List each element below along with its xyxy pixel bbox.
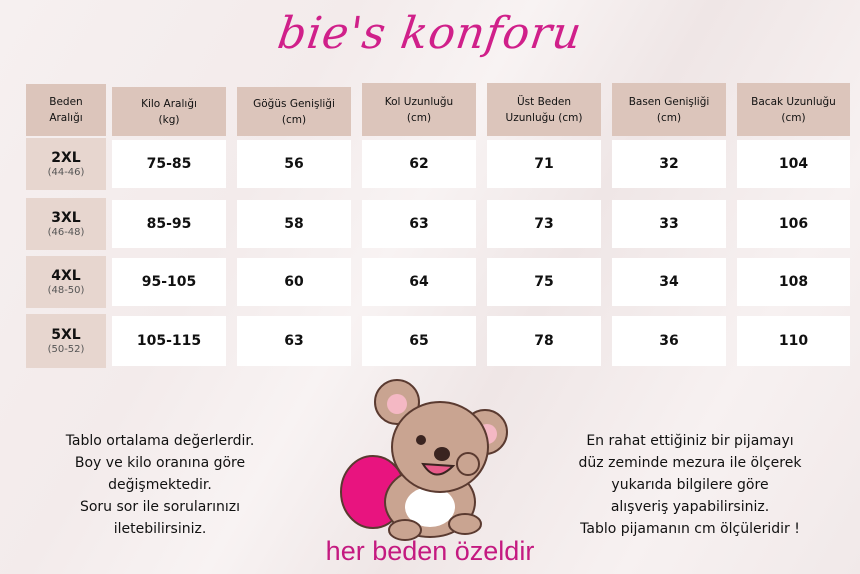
column-header: Kilo Aralığı (kg) bbox=[112, 87, 226, 136]
value-cell: 78 bbox=[487, 316, 601, 366]
column-header-line: Aralığı bbox=[49, 112, 83, 124]
column-header: Basen Genişliği (cm) bbox=[612, 83, 726, 136]
value-cell: 85-95 bbox=[112, 200, 226, 248]
value-cell: 60 bbox=[237, 258, 351, 306]
left-note-line: Soru sor ile sorularınızı bbox=[79, 499, 241, 515]
left-note-line: Tablo ortalama değerlerdir. bbox=[65, 433, 255, 449]
size-label: 3XL bbox=[51, 210, 81, 226]
right-note-line: En rahat ettiğiniz bir pijamayı bbox=[586, 433, 794, 449]
koala-illustration bbox=[340, 379, 508, 541]
right-note-line: alışveriş yapabilirsiniz. bbox=[610, 499, 770, 515]
right-note-line: yukarıda bilgilere göre bbox=[611, 477, 769, 493]
right-note: En rahat ettiğiniz bir pijamayı düz zemi… bbox=[545, 430, 835, 540]
column-header-line: (cm) bbox=[281, 113, 307, 126]
column-header-line: Uzunluğu (cm) bbox=[505, 111, 583, 124]
size-cell: 3XL (46-48) bbox=[26, 198, 106, 250]
value-cell: 104 bbox=[737, 140, 850, 188]
left-note-line: değişmektedir. bbox=[108, 477, 212, 493]
column-header-line: Beden bbox=[49, 96, 83, 108]
column-header-line: (cm) bbox=[781, 111, 806, 124]
value-cell: 34 bbox=[612, 258, 726, 306]
column-header-line: Üst Beden bbox=[516, 95, 572, 108]
value-cell: 75 bbox=[487, 258, 601, 306]
left-note: Tablo ortalama değerlerdir. Boy ve kilo … bbox=[40, 430, 280, 540]
value-cell: 63 bbox=[362, 200, 476, 248]
size-cell: 4XL (48-50) bbox=[26, 256, 106, 308]
size-cell: 5XL (50-52) bbox=[26, 314, 106, 368]
right-note-line: düz zeminde mezura ile ölçerek bbox=[578, 455, 802, 471]
size-cell: 2XL (44-46) bbox=[26, 138, 106, 190]
column-header-line: (kg) bbox=[158, 113, 180, 126]
size-range: (46-48) bbox=[47, 227, 85, 238]
column-header-line: (cm) bbox=[656, 111, 682, 124]
value-cell: 36 bbox=[612, 316, 726, 366]
value-cell: 73 bbox=[487, 200, 601, 248]
value-cell: 71 bbox=[487, 140, 601, 188]
value-cell: 33 bbox=[612, 200, 726, 248]
value-cell: 75-85 bbox=[112, 140, 226, 188]
left-note-line: iletebilirsiniz. bbox=[113, 521, 207, 537]
column-header: Beden Aralığı bbox=[26, 84, 106, 136]
column-header-line: Kilo Aralığı bbox=[141, 97, 197, 110]
column-header: Göğüs Genişliği (cm) bbox=[237, 87, 351, 136]
value-cell: 108 bbox=[737, 258, 850, 306]
column-header-line: Kol Uzunluğu bbox=[384, 95, 454, 108]
column-header: Üst Beden Uzunluğu (cm) bbox=[487, 83, 601, 136]
value-cell: 58 bbox=[237, 200, 351, 248]
value-cell: 64 bbox=[362, 258, 476, 306]
size-range: (48-50) bbox=[47, 285, 85, 296]
slogan: her beden özeldir bbox=[325, 536, 535, 566]
size-range: (50-52) bbox=[47, 344, 85, 355]
value-cell: 65 bbox=[362, 316, 476, 366]
column-header-line: (cm) bbox=[406, 111, 432, 124]
value-cell: 106 bbox=[737, 200, 850, 248]
column-header-line: Göğüs Genişliği bbox=[253, 97, 335, 110]
value-cell: 105-115 bbox=[112, 316, 226, 366]
value-cell: 62 bbox=[362, 140, 476, 188]
column-header-line: Basen Genişliği bbox=[628, 95, 710, 108]
size-label: 2XL bbox=[51, 150, 81, 166]
size-label: 5XL bbox=[51, 327, 81, 343]
column-header: Kol Uzunluğu (cm) bbox=[362, 83, 476, 136]
right-note-line: Tablo pijamanın cm ölçüleridir ! bbox=[580, 521, 800, 537]
value-cell: 63 bbox=[237, 316, 351, 366]
value-cell: 32 bbox=[612, 140, 726, 188]
value-cell: 56 bbox=[237, 140, 351, 188]
brand-logo: bie's konforu bbox=[274, 8, 586, 59]
left-note-line: Boy ve kilo oranına göre bbox=[74, 455, 246, 471]
column-header-line: Bacak Uzunluğu bbox=[751, 95, 836, 108]
value-cell: 110 bbox=[737, 316, 850, 366]
size-label: 4XL bbox=[51, 268, 81, 284]
size-range: (44-46) bbox=[47, 167, 85, 178]
value-cell: 95-105 bbox=[112, 258, 226, 306]
column-header: Bacak Uzunluğu (cm) bbox=[737, 83, 850, 136]
